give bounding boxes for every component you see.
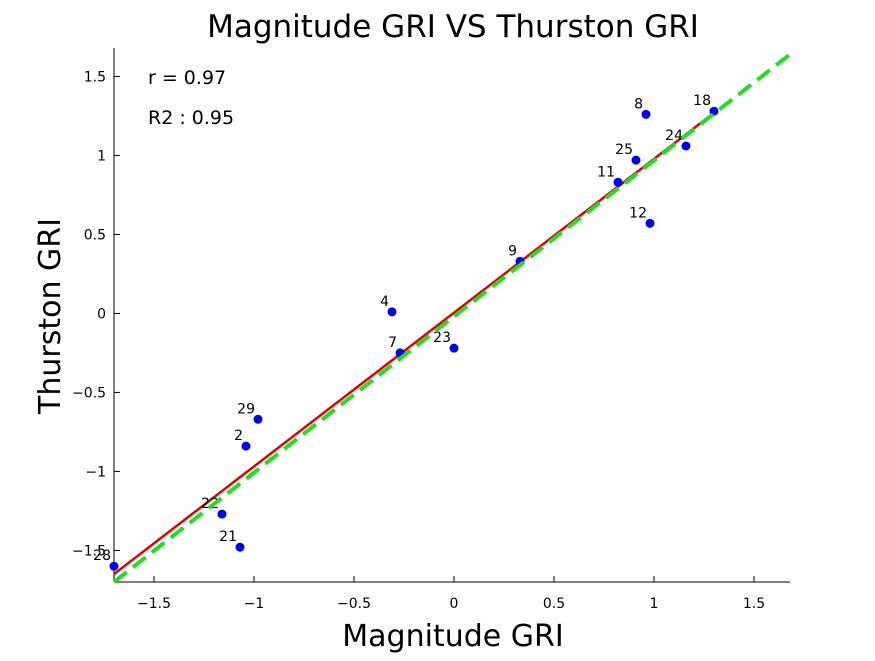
x-axis-label: Magnitude GRI xyxy=(342,619,563,654)
point-label: 12 xyxy=(629,205,647,221)
data-point xyxy=(241,441,251,451)
x-tick-label: 0 xyxy=(450,596,459,612)
x-tick-label: 1 xyxy=(650,596,659,612)
point-label: 28 xyxy=(93,548,111,564)
y-axis-label: Thurston GRI xyxy=(33,218,68,415)
identity-line xyxy=(112,52,792,584)
y-tick-label: 0 xyxy=(97,306,106,322)
x-tick-label: 1.5 xyxy=(743,596,765,612)
data-point xyxy=(387,307,397,317)
point-label: 2 xyxy=(234,428,243,444)
y-tick-label: 0.5 xyxy=(84,227,106,243)
data-point xyxy=(613,177,623,187)
point-label: 4 xyxy=(380,294,389,310)
point-label: 8 xyxy=(634,96,643,112)
data-point xyxy=(217,509,227,519)
data-point xyxy=(109,561,119,571)
y-tick-label: −1.5 xyxy=(72,543,106,559)
data-point xyxy=(631,155,641,165)
data-point xyxy=(235,542,245,552)
x-tick-label: −0.5 xyxy=(337,596,371,612)
point-label: 7 xyxy=(388,335,397,351)
y-tick-label: 1 xyxy=(97,148,106,164)
point-label: 22 xyxy=(201,496,219,512)
y-tick-label: 1.5 xyxy=(84,69,106,85)
data-point xyxy=(253,414,263,424)
y-tick-label: −0.5 xyxy=(72,385,106,401)
point-label: 11 xyxy=(597,164,615,180)
data-point xyxy=(641,109,651,119)
point-label: 9 xyxy=(508,243,517,259)
annotation-r2: R2 : 0.95 xyxy=(148,107,234,129)
axes: −1.5 −1 −0.5 0 0.5 1 1.5 −1.5 −1 −0.5 0 0.5 1 1.5 xyxy=(72,48,790,612)
x-tick-label: −1.5 xyxy=(137,596,171,612)
point-label: 21 xyxy=(219,529,237,545)
point-label: 25 xyxy=(615,142,633,158)
point-label: 23 xyxy=(433,330,451,346)
data-point xyxy=(681,141,691,151)
point-label: 24 xyxy=(665,128,683,144)
annotation-r: r = 0.97 xyxy=(148,67,226,89)
data-point xyxy=(449,343,459,353)
data-point xyxy=(645,218,655,228)
point-label: 18 xyxy=(693,93,711,109)
x-tick-label: −1 xyxy=(244,596,265,612)
x-tick-label: 0.5 xyxy=(543,596,565,612)
point-label: 29 xyxy=(237,401,255,417)
y-tick-label: −1 xyxy=(85,464,106,480)
chart-title: Magnitude GRI VS Thurston GRI xyxy=(207,9,699,45)
